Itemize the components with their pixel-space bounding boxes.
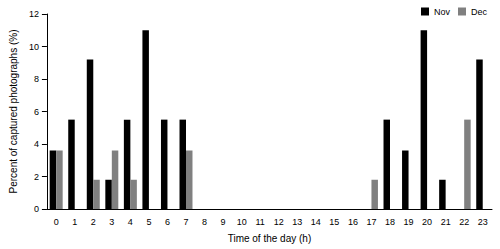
svg-text:5: 5 <box>146 217 151 227</box>
svg-text:3: 3 <box>109 217 114 227</box>
svg-text:10: 10 <box>29 42 39 52</box>
svg-text:9: 9 <box>221 217 226 227</box>
svg-text:0: 0 <box>34 204 39 214</box>
svg-text:10: 10 <box>237 217 247 227</box>
svg-text:13: 13 <box>292 217 302 227</box>
svg-text:2: 2 <box>91 217 96 227</box>
svg-text:Time of the day (h): Time of the day (h) <box>228 233 312 244</box>
svg-text:Dec: Dec <box>471 7 488 17</box>
svg-text:6: 6 <box>34 107 39 117</box>
svg-text:22: 22 <box>459 217 469 227</box>
svg-text:Percent of captured photograph: Percent of captured photographs (%) <box>8 30 19 194</box>
svg-text:8: 8 <box>34 74 39 84</box>
svg-text:18: 18 <box>385 217 395 227</box>
svg-text:15: 15 <box>329 217 339 227</box>
svg-text:17: 17 <box>366 217 376 227</box>
svg-text:12: 12 <box>274 217 284 227</box>
svg-text:1: 1 <box>72 217 77 227</box>
svg-text:2: 2 <box>34 172 39 182</box>
svg-text:14: 14 <box>311 217 321 227</box>
svg-text:16: 16 <box>348 217 358 227</box>
svg-text:6: 6 <box>165 217 170 227</box>
svg-text:12: 12 <box>29 9 39 19</box>
svg-text:20: 20 <box>422 217 432 227</box>
svg-text:8: 8 <box>202 217 207 227</box>
svg-text:4: 4 <box>34 139 39 149</box>
svg-text:Nov: Nov <box>434 7 451 17</box>
svg-text:23: 23 <box>478 217 488 227</box>
svg-text:21: 21 <box>441 217 451 227</box>
svg-text:19: 19 <box>404 217 414 227</box>
svg-text:4: 4 <box>128 217 133 227</box>
svg-text:0: 0 <box>54 217 59 227</box>
svg-text:11: 11 <box>256 217 265 227</box>
svg-text:7: 7 <box>183 217 188 227</box>
